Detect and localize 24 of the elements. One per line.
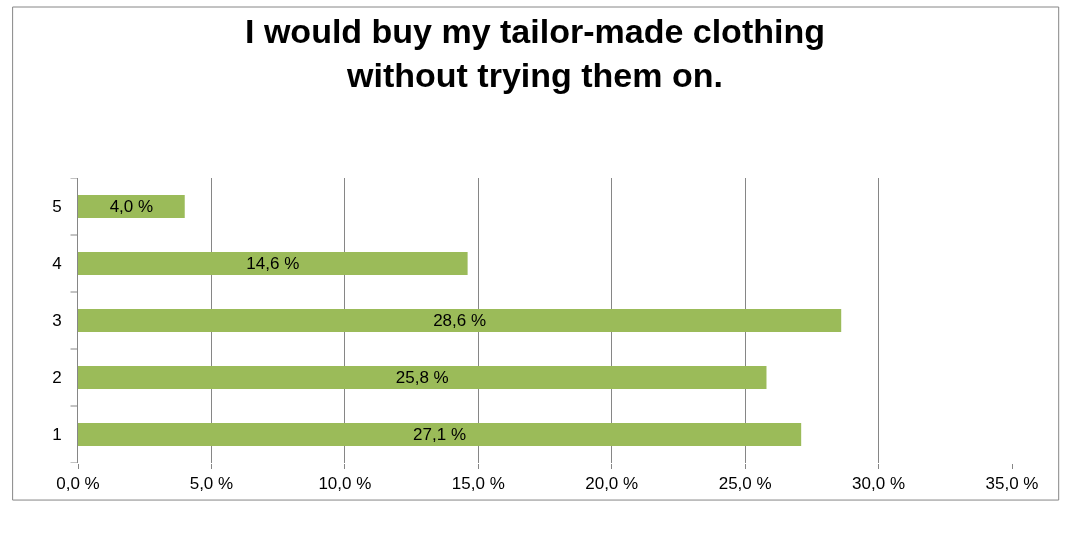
x-tick-label: 35,0 % — [985, 474, 1039, 494]
x-tick-label: 10,0 % — [318, 474, 372, 494]
x-tick-label: 5,0 % — [189, 474, 234, 494]
x-tick-label: 0,0 % — [56, 474, 100, 494]
data-label: 27,1 % — [413, 425, 467, 444]
bar — [78, 252, 468, 275]
data-label: 25,8 % — [395, 368, 449, 387]
data-label: 28,6 % — [433, 311, 487, 330]
y-tick-label: 2 — [52, 368, 62, 388]
x-tick-label: 25,0 % — [718, 474, 772, 494]
x-tick-label: 15,0 % — [451, 474, 505, 494]
bar — [78, 423, 802, 446]
bar — [78, 195, 185, 218]
y-tick-label: 5 — [52, 197, 62, 217]
chart-title: I would buy my tailor-made clothing without trying them on. — [245, 12, 825, 95]
data-label: 4,0 % — [109, 197, 154, 216]
bar — [78, 366, 767, 389]
x-tick-label: 20,0 % — [585, 474, 639, 494]
y-tick-label: 4 — [52, 254, 62, 274]
y-tick-label: 3 — [52, 311, 62, 331]
data-label: 14,6 % — [246, 254, 300, 273]
bar — [78, 309, 842, 332]
x-tick-label: 30,0 % — [852, 474, 906, 494]
y-tick-label: 1 — [52, 425, 62, 445]
